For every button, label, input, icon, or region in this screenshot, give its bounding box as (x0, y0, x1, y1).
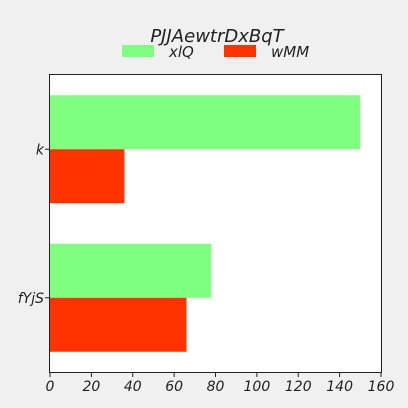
x-tick-label: 60 (165, 379, 183, 395)
legend: xlQ wMM (122, 43, 309, 61)
bar-xlQ-fYjS (50, 243, 212, 298)
x-tick-label: 20 (82, 379, 100, 395)
legend-swatch-xlq (122, 45, 154, 57)
x-tick-label: 120 (285, 379, 312, 395)
x-tick-label: 100 (244, 379, 271, 395)
chart-title: PJJAewtrDxBqT (150, 26, 285, 47)
y-tick-label: k (36, 142, 45, 158)
x-tick-label: 0 (46, 379, 55, 395)
legend-swatch-wmm (224, 45, 256, 57)
x-tick-label: 40 (124, 379, 142, 395)
x-tick-label: 80 (207, 379, 225, 395)
x-axis: 0 20 40 60 80 100 120 140 160 (46, 372, 395, 395)
bar-xlQ-k (50, 95, 361, 150)
bars-group (50, 95, 361, 352)
y-axis: k fYjS (18, 142, 50, 307)
x-tick-label: 160 (368, 379, 395, 395)
bar-wMM-k (50, 149, 125, 204)
x-tick-label: 140 (326, 379, 353, 395)
legend-label-xlq: xlQ (168, 43, 194, 61)
y-tick-label: fYjS (18, 291, 44, 307)
bar-wMM-fYjS (50, 297, 187, 352)
legend-label-wmm: wMM (271, 43, 309, 61)
